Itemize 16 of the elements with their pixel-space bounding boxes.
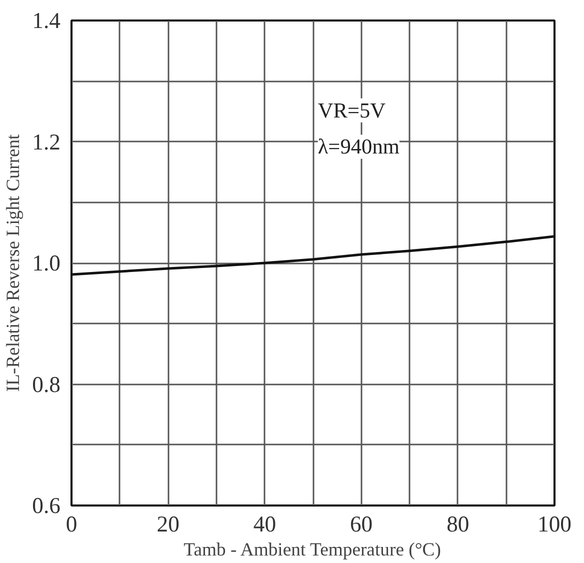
x-tick-label: 80	[446, 512, 470, 536]
y-tick-label: 1.0	[32, 250, 61, 276]
x-tick-label: 20	[156, 512, 180, 536]
y-tick-label: 0.6	[32, 493, 61, 518]
annotation: λ=940nm	[318, 134, 400, 159]
annotation: VR=5V	[318, 98, 386, 122]
line-series	[72, 235, 554, 276]
y-tick-label: 0.8	[32, 372, 61, 397]
x-tick-label: 0	[66, 512, 78, 536]
y-tick-label: 1.2	[32, 129, 61, 154]
x-tick-label: 40	[253, 512, 276, 536]
x-tick-label: 100	[538, 512, 572, 536]
y-axis-title: IL-Relative Reverse Light Current	[3, 133, 24, 392]
x-tick-label: 60	[350, 512, 373, 536]
x-axis-title: Tamb - Ambient Temperature (°C)	[184, 540, 441, 560]
y-tick-label: 1.4	[32, 8, 61, 33]
